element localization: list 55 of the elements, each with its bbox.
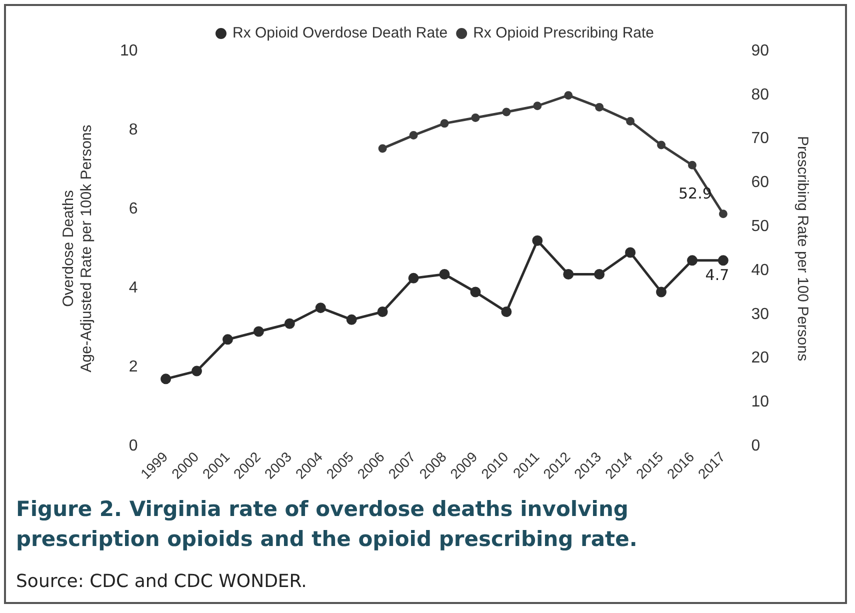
y-tick-label: 4 — [128, 279, 138, 296]
y-axis-title: Overdose Deaths Age-Adjusted Rate per 100k Persons — [60, 124, 96, 372]
point — [192, 366, 202, 376]
y2-tick-label: 80 — [751, 86, 770, 104]
y2-tick-label: 0 — [751, 438, 760, 455]
point — [502, 108, 511, 116]
point — [564, 91, 573, 100]
point — [253, 326, 264, 337]
y2-tick-label: 40 — [751, 262, 770, 279]
point — [222, 334, 233, 345]
point — [718, 210, 728, 218]
point — [501, 306, 512, 318]
point — [626, 116, 635, 126]
y-tick-label: 8 — [128, 121, 138, 138]
y2-tick-label: 90 — [751, 42, 770, 60]
point — [346, 314, 357, 325]
point — [594, 268, 605, 280]
point — [688, 160, 696, 170]
y-tick-label: 2 — [128, 358, 138, 376]
point — [439, 268, 450, 280]
text: Figure 2. Virginia rate of overdose deaths involving prescription opioids and the opioid prescribing rate. — [16, 496, 638, 553]
legend-label: Rx Opioid Prescribing Rate — [473, 24, 654, 42]
point — [377, 306, 388, 318]
data-label: 4.7 — [705, 266, 730, 284]
y-tick-label: 6 — [128, 200, 138, 218]
point — [160, 374, 172, 384]
y2-tick-label: 50 — [751, 218, 770, 236]
y2-tick-label: 10 — [751, 394, 770, 411]
point — [315, 302, 326, 314]
point — [440, 119, 449, 128]
point — [595, 102, 604, 112]
data-label: 52.9 — [678, 184, 712, 202]
point — [470, 286, 481, 298]
y-tick-label: 10 — [120, 42, 138, 60]
point — [533, 102, 542, 110]
point — [471, 113, 480, 122]
y2-tick-label: 60 — [751, 174, 770, 192]
point — [656, 286, 667, 298]
y2-tick-label: 70 — [751, 130, 770, 148]
point — [378, 144, 387, 153]
point — [409, 131, 418, 140]
point — [284, 318, 295, 329]
y2-axis-title: Prescribing Rate per 100 Persons — [794, 136, 811, 362]
y2-tick-label: 20 — [751, 350, 770, 367]
point — [686, 255, 698, 266]
point — [532, 235, 543, 246]
point — [408, 272, 419, 284]
point — [718, 255, 728, 266]
point — [625, 247, 636, 258]
source-note: Source: CDC and CDC WONDER. — [16, 571, 307, 592]
legend-label: Rx Opioid Overdose Death Rate — [232, 24, 448, 42]
point — [563, 268, 574, 280]
y2-tick-label: 30 — [751, 306, 770, 323]
point — [657, 140, 666, 150]
y-tick-label: 0 — [128, 438, 138, 455]
